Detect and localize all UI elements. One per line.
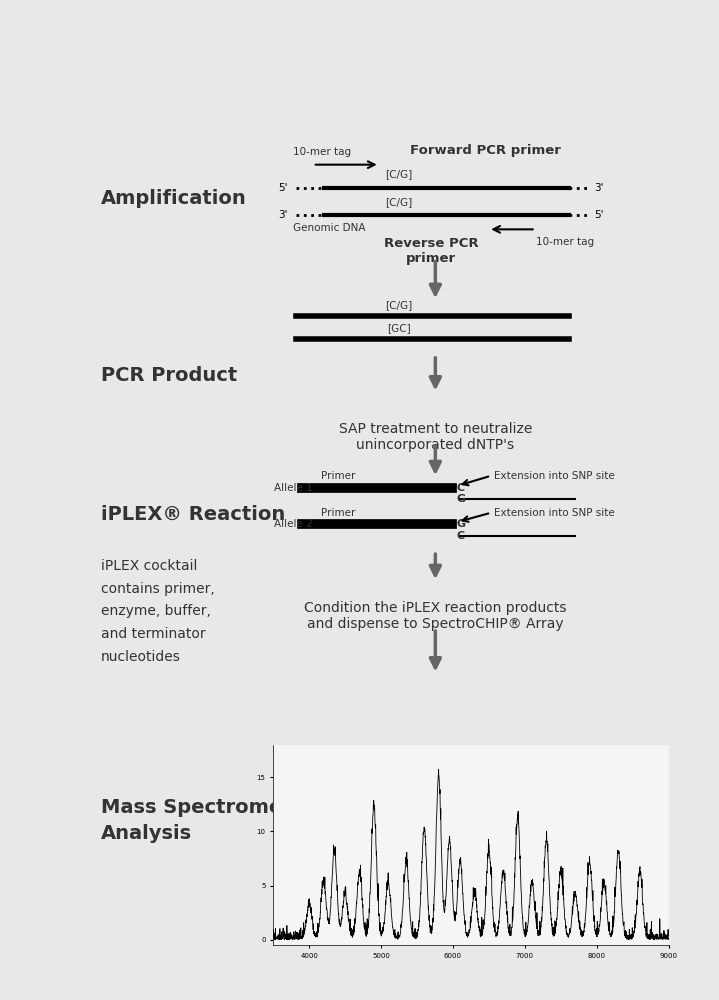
- Text: [GC]: [GC]: [388, 323, 411, 333]
- Text: Extension into SNP site: Extension into SNP site: [494, 471, 615, 481]
- Text: Genomic DNA: Genomic DNA: [293, 223, 366, 233]
- Text: Reverse PCR
primer: Reverse PCR primer: [383, 237, 478, 265]
- Text: Condition the iPLEX reaction products
and dispense to SpectroCHIP® Array: Condition the iPLEX reaction products an…: [304, 601, 567, 631]
- Text: SAP treatment to neutralize
unincorporated dNTP's: SAP treatment to neutralize unincorporat…: [339, 422, 532, 452]
- Text: 5': 5': [594, 210, 604, 220]
- Text: 24-plex spectrum: 24-plex spectrum: [375, 853, 496, 867]
- Text: G: G: [457, 494, 466, 504]
- Text: C: C: [457, 531, 464, 541]
- Text: 10-mer tag: 10-mer tag: [536, 237, 594, 247]
- Text: Primer: Primer: [321, 508, 355, 518]
- Text: iPLEX cocktail
contains primer,
enzyme, buffer,
and terminator
nucleotides: iPLEX cocktail contains primer, enzyme, …: [101, 559, 215, 664]
- Text: Amplification: Amplification: [101, 189, 247, 208]
- Text: 3': 3': [594, 183, 604, 193]
- Text: Allele 1: Allele 1: [274, 483, 313, 493]
- Text: Mass Spectrometry
Analysis: Mass Spectrometry Analysis: [101, 798, 314, 843]
- Text: [C/G]: [C/G]: [385, 197, 413, 207]
- Text: 3': 3': [278, 210, 288, 220]
- Text: Extension into SNP site: Extension into SNP site: [494, 508, 615, 518]
- Text: [C/G]: [C/G]: [385, 300, 413, 310]
- Text: 5': 5': [278, 183, 288, 193]
- Text: Forward PCR primer: Forward PCR primer: [411, 144, 561, 157]
- Text: 10-mer tag: 10-mer tag: [293, 147, 352, 157]
- Text: Allele 2: Allele 2: [274, 519, 313, 529]
- Text: Primer: Primer: [321, 471, 355, 481]
- Text: PCR Product: PCR Product: [101, 366, 237, 385]
- Text: C: C: [457, 483, 464, 493]
- Text: [C/G]: [C/G]: [385, 169, 413, 179]
- Text: G: G: [457, 519, 466, 529]
- Text: iPLEX® Reaction: iPLEX® Reaction: [101, 505, 285, 524]
